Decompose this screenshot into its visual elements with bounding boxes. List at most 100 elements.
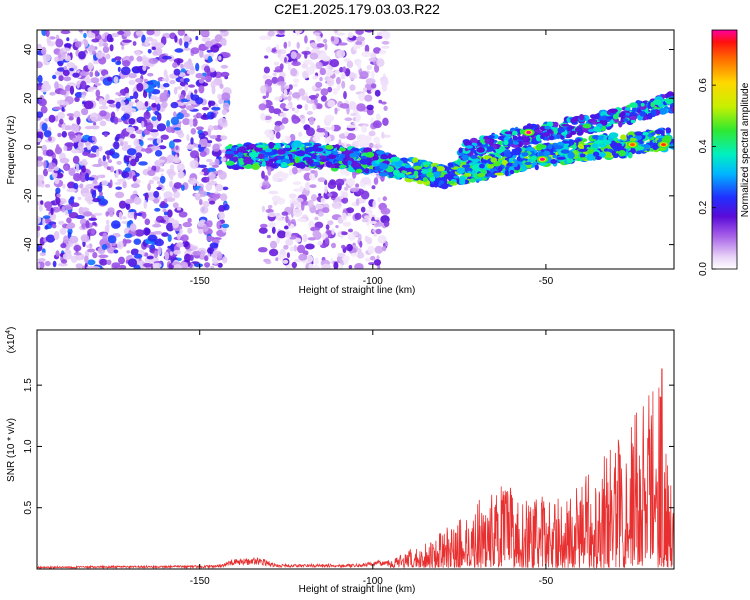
noise-blob — [265, 260, 272, 265]
noise-blob — [133, 91, 139, 100]
noise-blob — [146, 244, 151, 248]
noise-blob — [200, 205, 209, 214]
noise-blob — [58, 220, 65, 225]
noise-blob — [324, 130, 328, 139]
noise-blob — [360, 206, 366, 213]
snr-panel: -150 -100 -50 0.5 1.0 1.5 Height of straight… — [5, 327, 675, 595]
noise-blob — [336, 49, 346, 58]
noise-blob — [113, 116, 119, 125]
noise-blob — [98, 254, 109, 259]
noise-blob — [78, 51, 86, 60]
noise-blob — [170, 243, 175, 253]
noise-blob — [304, 35, 308, 44]
noise-blob — [46, 36, 51, 45]
signal-peak — [526, 130, 532, 134]
noise-blob — [316, 127, 326, 133]
noise-blob — [198, 132, 206, 140]
noise-blob — [260, 223, 268, 228]
noise-blob — [91, 38, 100, 43]
signal-blob — [251, 163, 260, 170]
noise-blob — [151, 116, 157, 121]
noise-blob — [159, 168, 165, 173]
signal-blob — [600, 152, 606, 158]
noise-blob — [372, 144, 383, 149]
noise-blob — [92, 180, 98, 184]
spectrogram-x-axis-label: Height of straight line (km) — [299, 285, 416, 296]
noise-blob — [204, 73, 212, 83]
noise-blob — [284, 225, 289, 230]
signal-blob — [504, 169, 509, 177]
signal-blob — [230, 147, 237, 152]
noise-blob — [372, 200, 377, 209]
noise-blob — [60, 89, 67, 96]
noise-blob — [98, 39, 104, 47]
noise-blob — [268, 105, 275, 114]
noise-blob — [73, 182, 79, 190]
noise-blob — [207, 253, 211, 257]
x-tick-label: -100 — [363, 576, 383, 587]
noise-blob — [348, 265, 353, 269]
noise-blob — [38, 204, 43, 212]
signal-blob — [620, 111, 626, 117]
noise-blob — [374, 217, 381, 221]
noise-blob — [364, 44, 370, 53]
noise-blob — [288, 193, 297, 199]
noise-blob — [335, 76, 341, 85]
noise-blob — [348, 228, 353, 233]
noise-blob — [128, 118, 136, 125]
noise-blob — [211, 106, 221, 111]
noise-blob — [76, 163, 80, 173]
noise-blob — [309, 52, 319, 60]
noise-blob — [169, 80, 176, 85]
noise-blob — [293, 244, 298, 252]
noise-blob — [108, 159, 112, 164]
noise-blob — [285, 238, 294, 246]
noise-blob — [116, 160, 122, 165]
noise-blob — [210, 265, 215, 269]
noise-blob — [323, 191, 331, 200]
noise-blob — [70, 202, 80, 207]
signal-blob — [652, 143, 659, 151]
signal-blob — [486, 146, 495, 152]
noise-blob — [150, 145, 161, 151]
signal-blob — [519, 158, 529, 162]
signal-blob — [225, 160, 235, 166]
noise-blob — [61, 107, 65, 112]
noise-blob — [151, 46, 156, 51]
noise-blob — [324, 237, 330, 246]
noise-blob — [133, 211, 137, 220]
noise-blob — [53, 166, 60, 171]
noise-blob — [50, 207, 54, 216]
noise-blob — [272, 173, 280, 182]
noise-blob — [81, 192, 89, 197]
signal-blob — [265, 148, 273, 153]
noise-blob — [292, 181, 302, 186]
signal-blob — [225, 150, 235, 155]
signal-blob — [270, 158, 278, 162]
noise-blob — [308, 263, 314, 269]
noise-blob — [381, 40, 390, 45]
signal-blob — [512, 141, 520, 145]
noise-blob — [141, 120, 145, 128]
noise-blob — [129, 223, 137, 232]
noise-blob — [266, 75, 273, 79]
noise-blob — [329, 59, 340, 68]
noise-blob — [111, 262, 121, 269]
signal-blob — [624, 107, 631, 111]
noise-blob — [198, 79, 205, 84]
noise-blob — [187, 227, 193, 234]
noise-blob — [135, 78, 144, 83]
noise-blob — [92, 198, 102, 203]
signal-blob — [647, 112, 653, 120]
y-tick-label: 40 — [23, 44, 34, 56]
noise-blob — [135, 30, 144, 36]
noise-blob — [186, 69, 195, 75]
noise-blob — [115, 186, 122, 190]
noise-blob — [199, 171, 205, 175]
noise-blob — [37, 111, 44, 118]
noise-blob — [118, 97, 126, 101]
noise-blob — [314, 216, 319, 221]
noise-blob — [219, 193, 228, 202]
signal-blob — [591, 143, 599, 149]
noise-blob — [214, 158, 220, 166]
